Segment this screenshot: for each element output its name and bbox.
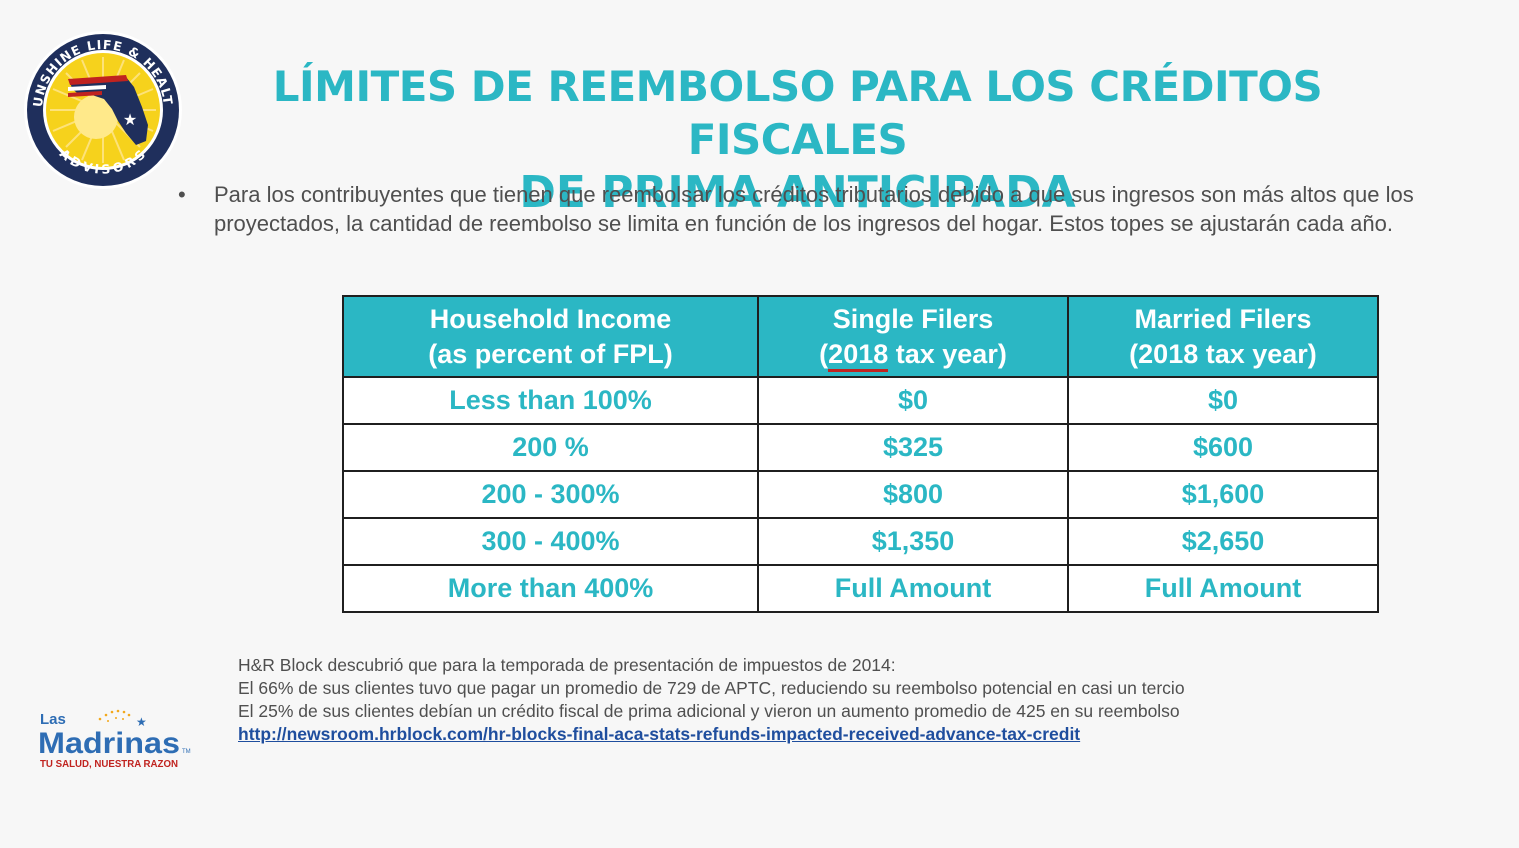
- madrinas-tm: TM: [182, 749, 191, 755]
- repayment-limits-table: Household Income (as percent of FPL) Sin…: [342, 295, 1379, 613]
- title-line-2: DE PRIMA ANTICIPADA: [519, 167, 1076, 218]
- header-married-filers: Married Filers (2018 tax year): [1067, 295, 1379, 378]
- table-cell: $0: [757, 376, 1069, 425]
- table-cell: $600: [1067, 423, 1379, 472]
- header-single-filers: Single Filers (2018 tax year): [757, 295, 1069, 378]
- table-cell: More than 400%: [342, 564, 759, 613]
- footer-line-2: El 66% de sus clientes tuvo que pagar un…: [238, 678, 1185, 698]
- table-cell: $800: [757, 470, 1069, 519]
- header-household-income: Household Income (as percent of FPL): [342, 295, 759, 378]
- footer-note: H&R Block descubrió que para la temporad…: [238, 654, 1185, 746]
- star-icon: ★: [123, 110, 137, 129]
- table-row: More than 400% Full Amount Full Amount: [342, 564, 1379, 613]
- table-row: 200 - 300% $800 $1,600: [342, 470, 1379, 519]
- table-cell: 200 - 300%: [342, 470, 759, 519]
- bullet-symbol: •: [178, 182, 186, 207]
- title-line-1: LÍMITES DE REEMBOLSO PARA LOS CRÉDITOS F…: [272, 62, 1323, 164]
- table-cell: $325: [757, 423, 1069, 472]
- footer-line-3: El 25% de sus clientes debían un crédito…: [238, 701, 1180, 721]
- madrinas-name: Madrinas: [38, 727, 180, 760]
- table-cell: $1,600: [1067, 470, 1379, 519]
- footer-line-1: H&R Block descubrió que para la temporad…: [238, 655, 896, 675]
- table-cell: Less than 100%: [342, 376, 759, 425]
- source-link[interactable]: http://newsroom.hrblock.com/hr-blocks-fi…: [238, 724, 1081, 744]
- table-cell: 200 %: [342, 423, 759, 472]
- spellcheck-underline: 2018: [828, 338, 889, 372]
- table-cell: Full Amount: [1067, 564, 1379, 613]
- table-header-row: Household Income (as percent of FPL) Sin…: [342, 295, 1379, 378]
- page-title: LÍMITES DE REEMBOLSO PARA LOS CRÉDITOS F…: [200, 60, 1395, 219]
- table-cell: $0: [1067, 376, 1379, 425]
- madrinas-las-text: Las: [40, 711, 66, 728]
- table-cell: $2,650: [1067, 517, 1379, 566]
- table-row: Less than 100% $0 $0: [342, 376, 1379, 425]
- sparkle-icon: [98, 709, 131, 722]
- las-madrinas-logo: Las ★ Madrinas TM TU SALUD, NUESTRA RAZO…: [38, 709, 191, 770]
- table-cell: Full Amount: [757, 564, 1069, 613]
- madrinas-tagline: TU SALUD, NUESTRA RAZON: [40, 759, 178, 770]
- bullet-text: Para los contribuyentes que tienen que r…: [214, 182, 1414, 236]
- table-cell: 300 - 400%: [342, 517, 759, 566]
- madrinas-star-icon: ★: [136, 715, 147, 729]
- table-row: 200 % $325 $600: [342, 423, 1379, 472]
- sunshine-logo: ★ SUNSHINE LIFE & HEALTH ADVISORS: [22, 29, 182, 189]
- table-row: 300 - 400% $1,350 $2,650: [342, 517, 1379, 566]
- table-cell: $1,350: [757, 517, 1069, 566]
